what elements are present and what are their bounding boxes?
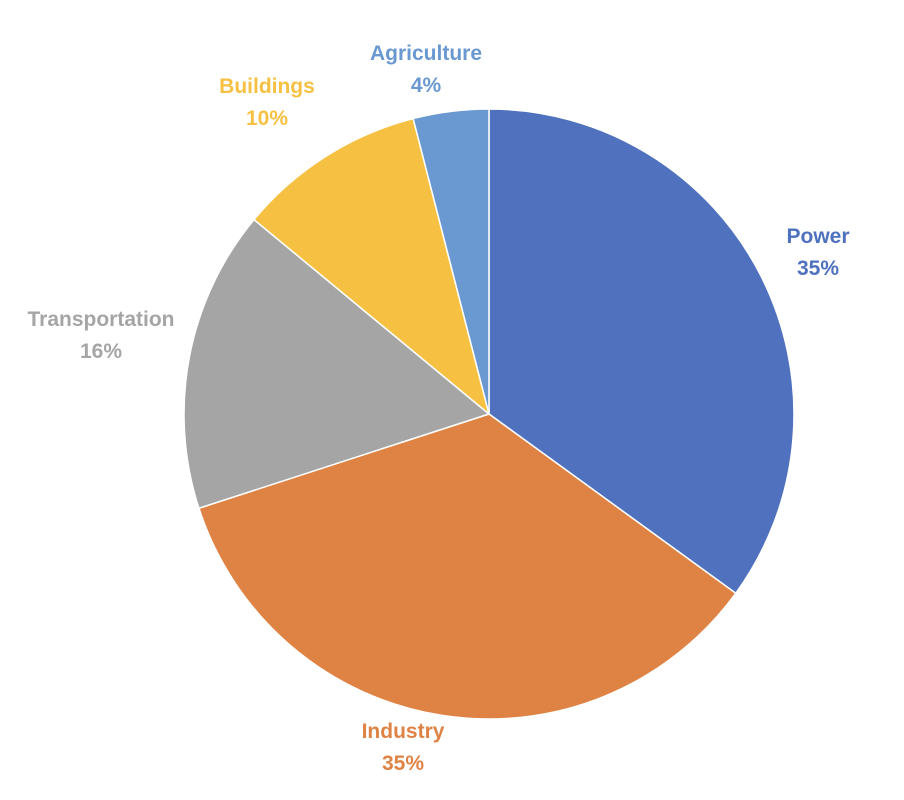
data-label-power: Power 35% bbox=[786, 225, 849, 280]
data-label-value: 35% bbox=[382, 752, 424, 775]
data-label-transportation: Transportation 16% bbox=[27, 308, 174, 363]
data-label-value: 16% bbox=[80, 340, 122, 363]
data-label-value: 10% bbox=[246, 107, 288, 130]
data-label-agriculture: Agriculture 4% bbox=[370, 42, 482, 97]
data-label-name: Industry bbox=[362, 720, 445, 743]
data-label-value: 4% bbox=[411, 74, 442, 97]
pie-slice-buildings bbox=[252, 117, 491, 417]
pie-slice-agriculture bbox=[412, 108, 490, 415]
pie-slice-power bbox=[488, 108, 795, 595]
pie-slice-transportation bbox=[183, 218, 491, 510]
data-label-name: Agriculture bbox=[370, 42, 482, 65]
data-label-name: Buildings bbox=[219, 75, 315, 98]
data-label-value: 35% bbox=[797, 257, 839, 280]
data-label-name: Transportation bbox=[27, 308, 174, 331]
data-label-industry: Industry 35% bbox=[362, 720, 445, 775]
data-label-name: Power bbox=[786, 225, 849, 248]
pie-slice-industry bbox=[197, 413, 737, 720]
data-label-buildings: Buildings 10% bbox=[219, 75, 315, 130]
